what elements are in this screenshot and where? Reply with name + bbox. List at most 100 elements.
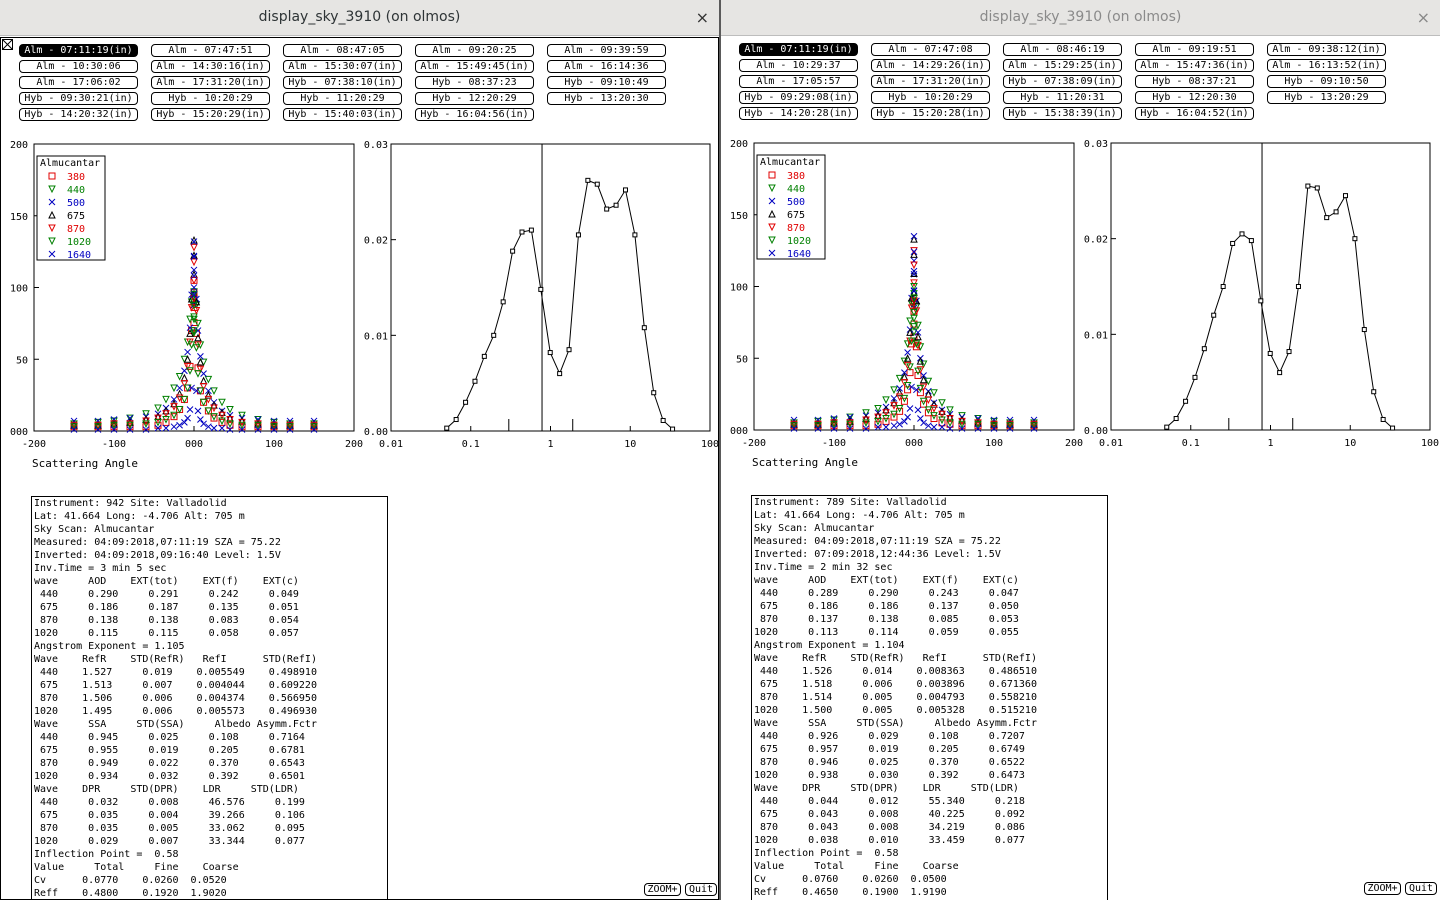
data-point — [190, 329, 198, 337]
data-point — [210, 413, 218, 421]
close-icon[interactable]: × — [1416, 8, 1430, 27]
scan-button[interactable]: Alm - 14:30:16(in) — [151, 60, 270, 73]
data-point — [882, 409, 890, 417]
scan-button[interactable]: Hyb - 09:10:49 — [547, 76, 666, 89]
data-point — [990, 416, 998, 424]
scan-button[interactable]: Hyb - 16:04:56(in) — [415, 108, 534, 121]
scan-button[interactable]: Alm - 07:11:19(in) — [19, 44, 138, 57]
window-divider[interactable] — [719, 0, 721, 900]
scan-button[interactable]: Alm - 17:31:20(in) — [151, 76, 270, 89]
data-point — [882, 423, 890, 431]
scan-button[interactable]: Hyb - 15:38:39(in) — [1003, 107, 1122, 120]
data-point — [1248, 238, 1254, 244]
legend-title: Almucantar — [40, 158, 100, 169]
legend-marker — [768, 223, 776, 232]
scan-button[interactable]: Alm - 16:14:36 — [547, 60, 666, 73]
scan-button[interactable]: Alm - 08:47:05 — [283, 44, 402, 57]
scan-button[interactable]: Hyb - 07:38:10(in) — [283, 76, 402, 89]
x-tick-label: 100 — [985, 438, 1003, 449]
data-point — [896, 385, 903, 392]
scan-button[interactable]: Hyb - 11:20:29 — [283, 92, 402, 105]
data-point — [924, 396, 933, 404]
scan-button[interactable]: Alm - 15:30:07(in) — [283, 60, 402, 73]
scan-button[interactable]: Alm - 14:29:26(in) — [871, 59, 990, 72]
data-point — [204, 391, 213, 399]
scan-button[interactable]: Hyb - 13:20:29 — [1267, 91, 1386, 104]
scan-button[interactable]: Hyb - 15:20:29(in) — [151, 108, 270, 121]
quit-button[interactable]: Quit — [685, 883, 717, 896]
data-point — [190, 291, 198, 298]
window-titlebar[interactable]: display_sky_3910 (on olmos) × — [0, 0, 719, 36]
scan-button[interactable]: Hyb - 15:20:28(in) — [871, 107, 990, 120]
scan-button[interactable]: Hyb - 10:20:29 — [151, 92, 270, 105]
corner-box-icon[interactable] — [2, 39, 13, 50]
zoom-button[interactable]: ZOOM+ — [1364, 882, 1401, 895]
scan-button[interactable]: Alm - 15:49:45(in) — [415, 60, 534, 73]
data-point — [974, 420, 982, 429]
data-point — [175, 394, 184, 403]
window-titlebar[interactable]: display_sky_3910 (on olmos) × — [721, 0, 1440, 36]
scan-button[interactable]: Alm - 17:31:20(in) — [871, 75, 990, 88]
data-point — [94, 417, 102, 425]
scan-button[interactable]: Alm - 17:06:02 — [19, 76, 138, 89]
data-point — [914, 329, 922, 336]
scan-button[interactable]: Hyb - 16:04:52(in) — [1135, 107, 1254, 120]
scan-button[interactable]: Alm - 10:29:37 — [739, 59, 858, 72]
data-point — [846, 425, 854, 432]
scan-button[interactable]: Hyb - 09:10:50 — [1267, 75, 1386, 88]
scan-button[interactable]: Alm - 09:20:25 — [415, 44, 534, 57]
legend-marker — [768, 171, 776, 179]
data-point — [1211, 312, 1217, 318]
data-point — [914, 406, 922, 414]
data-point — [846, 419, 854, 427]
data-point — [70, 423, 78, 431]
scan-button[interactable]: Hyb - 13:20:30 — [547, 92, 666, 105]
data-point — [1295, 284, 1301, 289]
scan-button[interactable]: Hyb - 09:29:08(in) — [739, 91, 858, 104]
data-point — [882, 415, 890, 423]
scan-button[interactable]: Alm - 17:05:57 — [739, 75, 858, 88]
data-point — [814, 420, 822, 429]
data-point — [184, 348, 191, 356]
data-point — [910, 323, 918, 331]
scan-button[interactable]: Alm - 10:30:06 — [19, 60, 138, 73]
scan-button[interactable]: Alm - 07:47:08 — [871, 43, 990, 56]
legend-marker — [768, 236, 776, 245]
scan-button[interactable]: Alm - 08:46:19 — [1003, 43, 1122, 56]
x-tick-label: 200 — [1065, 438, 1083, 449]
size-distribution-line — [1166, 185, 1393, 429]
scan-button[interactable]: Hyb - 14:20:32(in) — [19, 108, 138, 121]
scan-button[interactable]: Hyb - 07:38:09(in) — [1003, 75, 1122, 88]
y-tick-label: 100 — [10, 284, 28, 295]
scan-button[interactable]: Hyb - 08:37:21 — [1135, 75, 1254, 88]
scan-button[interactable]: Alm - 07:47:51 — [151, 44, 270, 57]
quit-button[interactable]: Quit — [1405, 882, 1437, 895]
scan-button[interactable]: Alm - 15:47:36(in) — [1135, 59, 1254, 72]
scan-button[interactable]: Alm - 09:19:51 — [1135, 43, 1254, 56]
data-point — [1006, 420, 1014, 429]
scan-button[interactable]: Hyb - 08:37:23 — [415, 76, 534, 89]
scan-button[interactable]: Hyb - 10:20:29 — [871, 91, 990, 104]
scan-button[interactable]: Alm - 09:38:12(in) — [1267, 43, 1386, 56]
scan-button[interactable]: Hyb - 14:20:28(in) — [739, 107, 858, 120]
data-point — [641, 325, 647, 331]
inversion-info-text: Instrument: 789 Site: Valladolid Lat: 41… — [754, 497, 1037, 898]
data-point — [910, 261, 918, 270]
data-point — [862, 409, 870, 417]
scan-button[interactable]: Alm - 16:13:52(in) — [1267, 59, 1386, 72]
data-point — [175, 372, 184, 381]
scan-button[interactable]: Hyb - 12:20:29 — [415, 92, 534, 105]
scan-button[interactable]: Hyb - 12:20:30 — [1135, 91, 1254, 104]
data-point — [1267, 350, 1273, 356]
zoom-button[interactable]: ZOOM+ — [644, 883, 681, 896]
scan-button[interactable]: Hyb - 15:40:03(in) — [283, 108, 402, 121]
data-point — [830, 419, 838, 427]
scan-button[interactable]: Hyb - 09:30:21(in) — [19, 92, 138, 105]
data-point — [190, 284, 198, 291]
data-point — [181, 419, 188, 426]
scan-button[interactable]: Alm - 07:11:19(in) — [739, 43, 858, 56]
scan-button[interactable]: Alm - 09:39:59 — [547, 44, 666, 57]
scan-button[interactable]: Alm - 15:29:25(in) — [1003, 59, 1122, 72]
close-icon[interactable]: × — [695, 8, 709, 27]
scan-button[interactable]: Hyb - 11:20:31 — [1003, 91, 1122, 104]
